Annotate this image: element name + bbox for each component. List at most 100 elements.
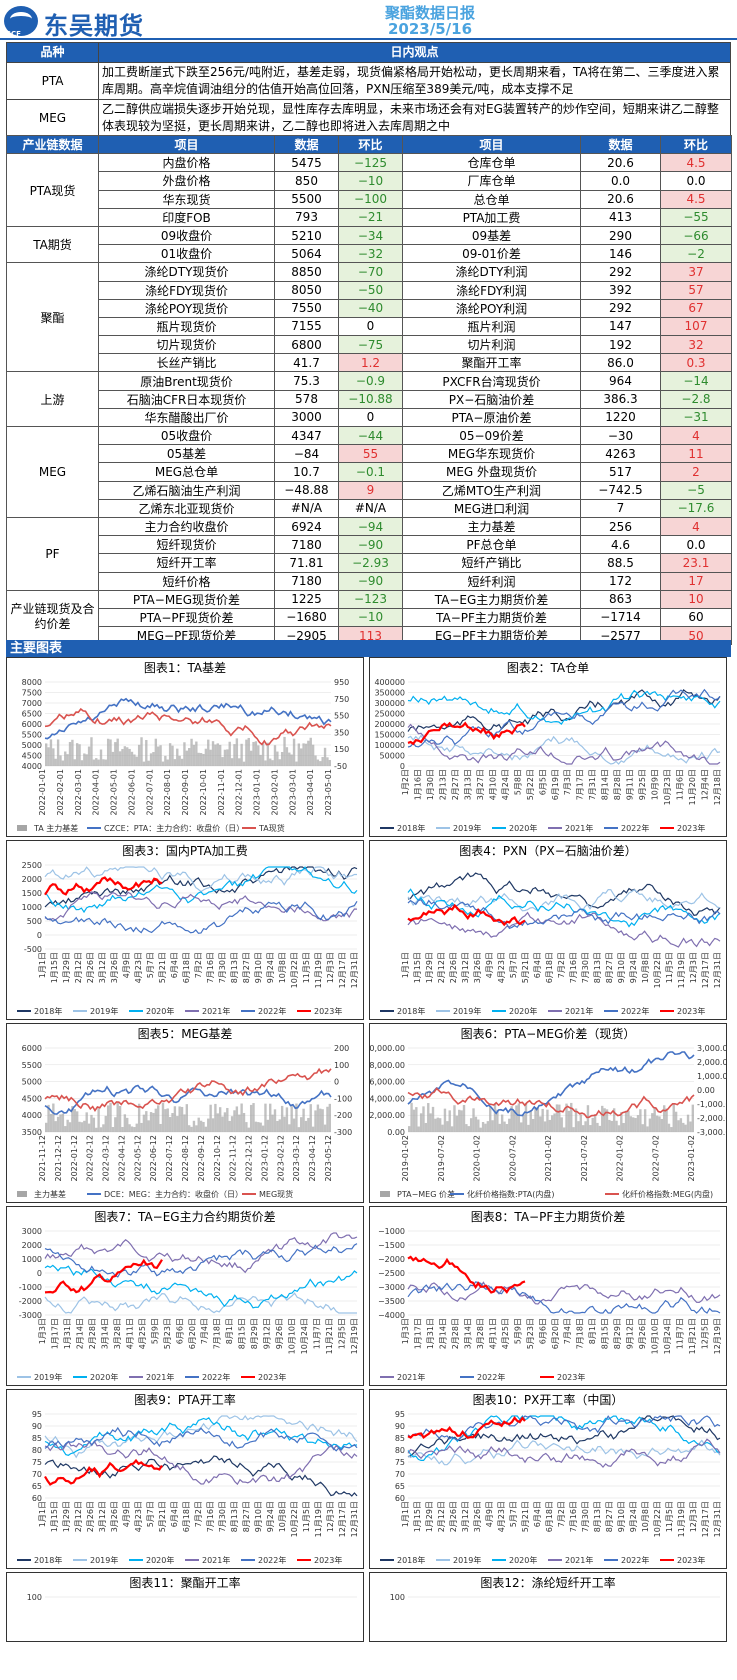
x-tick-label: 2月28日	[451, 1318, 460, 1349]
x-tick-label: 2022-04-12	[117, 1135, 126, 1182]
x-tick-label: 12月3日	[326, 952, 335, 983]
basis-bar	[567, 1110, 571, 1132]
x-tick-label: 8月13日	[230, 1501, 239, 1532]
basis-bar	[202, 753, 205, 766]
basis-bar	[264, 760, 267, 766]
y-tick-label: 85	[395, 1434, 405, 1443]
item-name: 主力基差	[402, 516, 581, 537]
item-name: PTA−PF现货价差	[98, 607, 275, 628]
y-tick-label: 7500	[22, 689, 42, 698]
basis-bar	[309, 1104, 312, 1132]
basis-bar	[247, 1127, 250, 1132]
basis-bar	[207, 739, 210, 766]
basis-bar	[238, 758, 241, 766]
series-line	[44, 1243, 358, 1278]
value-cell: 192	[580, 335, 661, 355]
basis-bar	[95, 1127, 98, 1132]
basis-bar	[410, 1102, 413, 1132]
basis-bar	[653, 1107, 656, 1132]
basis-bar	[242, 1112, 246, 1132]
chart-title: 图表3：国内PTA加工费	[122, 844, 248, 858]
chart-panel: 图表3：国内PTA加工费 2500 2000 1500 1000 500 0 -500 1月1日…	[6, 840, 364, 1020]
item-name: 涤纶DTY利润	[402, 262, 581, 282]
company-logo: SCF 东吴期货	[4, 4, 144, 40]
legend-label: 2020年	[90, 1372, 118, 1382]
x-tick-label: 3月28日	[476, 1318, 485, 1349]
x-tick-label: 10月22日	[290, 1501, 299, 1537]
change-cell: −94	[338, 516, 403, 537]
basis-bar	[677, 1120, 680, 1132]
y-tick-label: 60	[395, 1494, 405, 1503]
value-cell: −1714	[580, 607, 661, 628]
basis-bar	[636, 1115, 640, 1132]
basis-bar	[183, 742, 186, 766]
y-tick-label: 6000	[22, 720, 42, 729]
chart-title: 图表1：TA基差	[143, 661, 227, 675]
x-tick-label: 3月13日	[463, 769, 472, 800]
basis-bar	[176, 748, 179, 766]
item-name: 短纤价格	[98, 571, 275, 591]
x-tick-label: 4月23日	[134, 952, 143, 983]
basis-bar	[589, 1125, 592, 1132]
x-tick-label: 2月12日	[437, 1501, 446, 1532]
basis-bar	[264, 1103, 267, 1132]
basis-bar	[290, 1105, 293, 1132]
y2-tick-label: 550	[334, 712, 349, 721]
basis-bar	[109, 739, 112, 766]
basis-bar	[512, 1110, 516, 1132]
y-tick-label: 3000	[22, 1227, 42, 1236]
basis-bar	[496, 1109, 499, 1132]
legend-label: 2020年	[509, 1006, 537, 1016]
x-tick-label: 12月31日	[350, 952, 359, 988]
basis-bar	[553, 1113, 556, 1132]
x-tick-label: 7月30日	[218, 1501, 227, 1532]
change-cell: 107	[660, 316, 732, 337]
basis-bar	[309, 737, 312, 766]
value-cell: −48.88	[274, 480, 339, 500]
basis-bar	[118, 751, 122, 766]
basis-bar	[319, 1108, 322, 1132]
x-tick-label: 6月4日	[533, 952, 542, 978]
basis-bar	[54, 1121, 57, 1132]
series-line	[407, 1439, 721, 1466]
basis-bar	[254, 741, 258, 766]
y2-tick-label: -100	[334, 1094, 352, 1103]
table-row: MEG 05收盘价 4347 −44 05−09价差 −30 4	[6, 425, 732, 518]
basis-bar	[438, 1118, 442, 1132]
basis-bar	[517, 1103, 521, 1132]
basis-bar	[515, 1105, 518, 1132]
group-label: PF	[6, 516, 99, 591]
basis-bar	[147, 1120, 150, 1132]
y-tick-label: 200000	[374, 720, 405, 729]
basis-bar	[106, 1105, 110, 1132]
value-cell: 1225	[274, 589, 339, 609]
x-tick-label: 2022-09-12	[197, 1135, 206, 1182]
x-tick-label: 3月12日	[98, 1501, 107, 1532]
x-tick-label: 7月2日	[194, 1501, 203, 1527]
item-name: PTA−MEG现货价差	[98, 589, 275, 609]
x-tick-label: 2022-12-12	[245, 1135, 254, 1182]
data-table: 产业链数据 项目 数据 环比 项目 数据 环比 PTA现货 内盘价格 5475 −125 仓库仓单 20…	[6, 134, 732, 646]
item-name: 涤纶DTY现货价	[98, 262, 275, 282]
item-name: 05基差	[98, 444, 275, 464]
legend-label: 2022年	[621, 1006, 649, 1016]
value-cell: 386.3	[580, 389, 661, 409]
y-tick-label: -2000	[19, 1297, 42, 1306]
x-tick-label: 8月27日	[242, 1501, 251, 1532]
y-tick-label: 90	[395, 1422, 405, 1431]
x-tick-label: 2022-08-12	[181, 1135, 190, 1182]
series-line	[407, 1255, 526, 1294]
item-name: 涤纶FDY现货价	[98, 280, 275, 300]
basis-bar	[295, 1103, 298, 1132]
basis-bar	[543, 1121, 547, 1132]
y2-tick-label: 2,000.00	[697, 1058, 727, 1067]
basis-bar	[52, 1103, 55, 1132]
y2-tick-label: 150	[334, 745, 349, 754]
basis-bar	[285, 747, 289, 766]
basis-bar	[283, 1116, 286, 1132]
x-tick-label: 10月22日	[653, 952, 662, 988]
table-row: 华东醋酸出厂价 3000 0 PTA−原油价差 1220 −31	[7, 407, 732, 428]
x-tick-label: 3月12日	[461, 1501, 470, 1532]
basis-bar	[126, 1117, 129, 1132]
table-row: 上游 原油Brent现货价 75.3 −0.9 PXCFR台湾现货价 964 −14	[6, 371, 732, 427]
